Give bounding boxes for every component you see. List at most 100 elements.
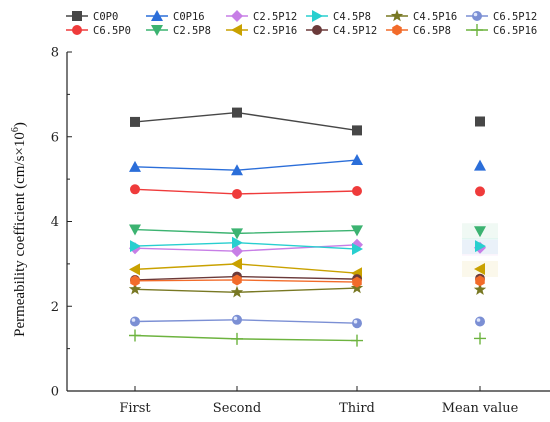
legend-label-c2-5p8: C2.5P8 bbox=[173, 25, 211, 37]
y-tick-label-0: 0 bbox=[51, 385, 59, 400]
point-c6-5p12-first-shine bbox=[131, 318, 136, 322]
series-c2-5p8 bbox=[129, 224, 486, 240]
y-axis-label: Permeability coefficient (cm/s×106) bbox=[10, 122, 28, 337]
point-c6-5p12-third bbox=[352, 318, 362, 329]
y-tick-label-8: 8 bbox=[51, 46, 59, 61]
legend-label-c6-5p0: C6.5P0 bbox=[93, 25, 131, 37]
point-c6-5p8-second bbox=[232, 274, 242, 286]
legend-label-c6-5p16: C6.5P16 bbox=[493, 25, 537, 37]
legend-item-c0p16: C0P16 bbox=[146, 10, 205, 23]
legend-item-c6-5p0: C6.5P0 bbox=[66, 25, 131, 37]
series-c6-5p16 bbox=[129, 329, 486, 347]
point-c6-5p16-first bbox=[129, 329, 141, 342]
point-c6-5p0-first bbox=[130, 184, 140, 195]
series-c0p0 bbox=[130, 107, 485, 136]
point-c2-5p16-second bbox=[231, 257, 242, 270]
legend-item-c2-5p8: C2.5P8 bbox=[146, 25, 211, 37]
point-c6-5p0-second bbox=[232, 188, 242, 199]
legend-item-c4-5p12: C4.5P12 bbox=[306, 25, 377, 37]
legend-marker-c4-5p16 bbox=[390, 9, 404, 22]
legend-marker-c6-5p0 bbox=[72, 25, 82, 35]
x-tick-label-first: First bbox=[119, 401, 151, 416]
point-c6-5p8-first bbox=[130, 275, 140, 287]
x-tick-label-second: Second bbox=[213, 401, 261, 416]
legend-marker-c2-5p16 bbox=[231, 24, 242, 36]
legend-marker-c6-5p12 bbox=[472, 11, 482, 21]
point-c6-5p16-mean-value bbox=[474, 332, 486, 345]
legend: C0P0 C0P16 C2.5P12 C4.5P8 C4.5P16 C6.5P12 C6.5… bbox=[66, 9, 537, 37]
point-c2-5p8-first bbox=[129, 224, 141, 236]
series-c4-5p8 bbox=[130, 236, 486, 256]
point-c2-5p8-second bbox=[231, 228, 243, 240]
point-c0p16-mean-value bbox=[474, 159, 486, 171]
series-c6-5p12 bbox=[130, 314, 485, 329]
legend-marker-c6-5p16 bbox=[471, 24, 483, 36]
x-tick-label-third: Third bbox=[339, 401, 375, 416]
point-c0p16-third bbox=[351, 154, 363, 166]
legend-label-c6-5p8: C6.5P8 bbox=[413, 25, 451, 37]
legend-item-c4-5p8: C4.5P8 bbox=[306, 10, 371, 23]
y-tick-label-2: 2 bbox=[51, 300, 59, 315]
legend-marker-c4-5p8 bbox=[312, 10, 323, 22]
point-c6-5p16-second bbox=[231, 332, 243, 345]
axes: 0 2 4 6 8 First Second Third Mean value bbox=[51, 46, 550, 416]
legend-label-c0p16: C0P16 bbox=[173, 11, 205, 23]
series-layer bbox=[128, 107, 487, 347]
legend-item-c2-5p12: C2.5P12 bbox=[226, 10, 297, 23]
point-c6-5p0-mean-value bbox=[475, 186, 485, 197]
legend-marker-c6-5p8 bbox=[392, 24, 402, 36]
point-c4-5p16-first bbox=[128, 282, 142, 295]
point-c0p0-mean-value bbox=[475, 116, 485, 127]
legend-label-c4-5p8: C4.5P8 bbox=[333, 11, 371, 23]
legend-label-c6-5p12: C6.5P12 bbox=[493, 11, 537, 23]
point-c4-5p8-first bbox=[130, 240, 141, 253]
point-c6-5p12-mean-value bbox=[475, 316, 485, 327]
legend-item-c0p0: C0P0 bbox=[66, 11, 118, 23]
point-c2-5p12-second bbox=[231, 245, 243, 258]
point-c4-5p8-second bbox=[232, 236, 243, 249]
point-c6-5p12-third-shine bbox=[353, 319, 358, 324]
point-c2-5p8-third bbox=[351, 225, 363, 237]
legend-label-c2-5p12: C2.5P12 bbox=[253, 11, 297, 23]
point-c0p0-second bbox=[232, 107, 242, 118]
point-c0p0-first bbox=[130, 116, 140, 127]
legend-marker-c0p16 bbox=[151, 10, 163, 21]
y-tick-label-4: 4 bbox=[51, 215, 59, 230]
point-c4-5p8-third bbox=[352, 243, 363, 256]
legend-label-c2-5p16: C2.5P16 bbox=[253, 25, 297, 37]
point-c4-5p16-second bbox=[230, 285, 244, 298]
point-c2-5p8-mean-value bbox=[474, 226, 486, 238]
point-c6-5p12-mean-value-shine bbox=[476, 318, 481, 322]
point-c4-5p8-mean-value bbox=[475, 240, 486, 253]
point-c0p0-third bbox=[352, 125, 362, 136]
point-c6-5p0-third bbox=[352, 185, 362, 196]
point-c0p16-second bbox=[231, 164, 243, 176]
point-c6-5p12-second-shine bbox=[233, 316, 238, 321]
series-c6-5p0 bbox=[130, 184, 485, 199]
y-tick-label-6: 6 bbox=[51, 130, 59, 145]
series-c6-5p8 bbox=[130, 274, 485, 288]
series-c0p16 bbox=[129, 154, 486, 176]
legend-item-c6-5p16: C6.5P16 bbox=[466, 24, 537, 37]
legend-label-c4-5p12: C4.5P12 bbox=[333, 25, 377, 37]
legend-item-c4-5p16: C4.5P16 bbox=[386, 9, 457, 23]
x-tick-label-mean-value: Mean value bbox=[442, 401, 519, 416]
point-c6-5p12-first bbox=[130, 316, 140, 327]
legend-label-c0p0: C0P0 bbox=[93, 11, 118, 23]
legend-item-c6-5p8: C6.5P8 bbox=[386, 24, 451, 37]
legend-item-c6-5p12: C6.5P12 bbox=[466, 11, 537, 23]
point-c6-5p8-mean-value bbox=[475, 275, 485, 287]
point-c2-5p16-first bbox=[129, 263, 140, 276]
point-c6-5p12-second bbox=[232, 314, 242, 325]
legend-marker-c2-5p12 bbox=[231, 10, 243, 22]
legend-marker-c4-5p12 bbox=[312, 25, 322, 35]
legend-marker-c0p0 bbox=[72, 11, 82, 21]
point-c2-5p16-mean-value bbox=[474, 262, 485, 275]
point-c0p16-first bbox=[129, 160, 141, 172]
legend-label-c4-5p16: C4.5P16 bbox=[413, 11, 457, 23]
legend-marker-c6-5p12-shine bbox=[473, 12, 478, 17]
legend-marker-c2-5p8 bbox=[151, 25, 163, 36]
point-c6-5p8-third bbox=[352, 276, 362, 288]
point-c4-5p16-mean-value bbox=[473, 283, 487, 295]
